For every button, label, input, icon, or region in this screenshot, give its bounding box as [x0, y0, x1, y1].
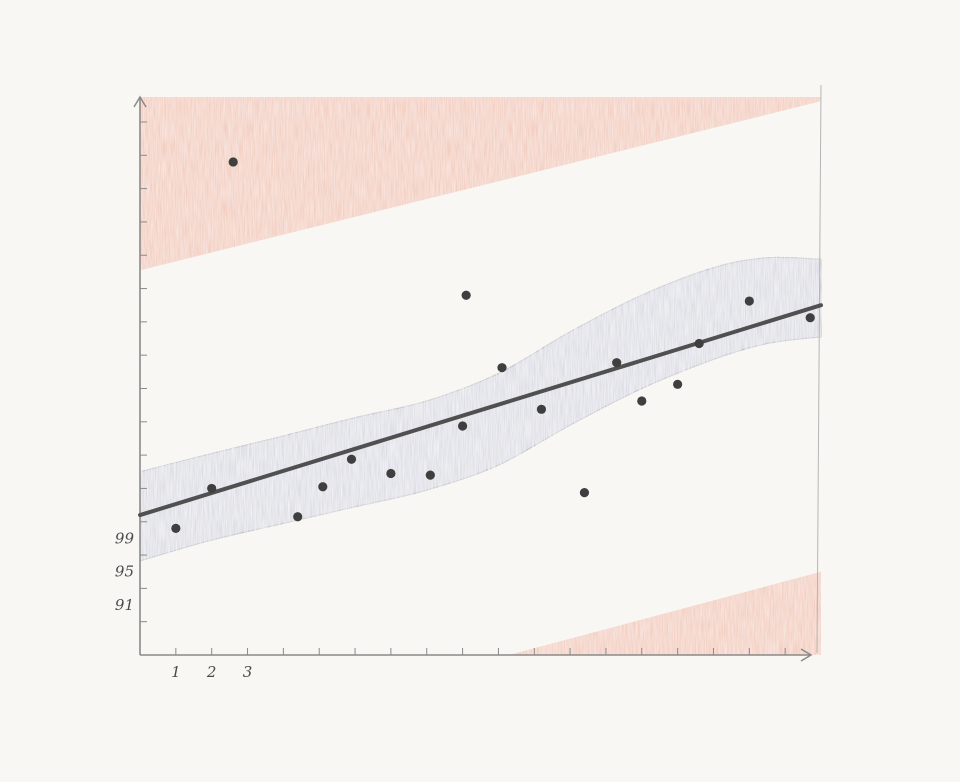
data-point: [536, 404, 547, 414]
regions: [140, 97, 821, 655]
data-point: [318, 482, 328, 492]
y-axis-arrow-icon: [133, 95, 147, 108]
regression-line-layer: [138, 303, 823, 518]
data-point: [612, 358, 622, 368]
data-point: [694, 338, 704, 349]
y-tick-label: 99: [115, 529, 135, 547]
data-point: [579, 487, 590, 498]
tick-labels-layer: 1 2 3 99 95 91: [115, 529, 252, 681]
upper-outlier-region: [140, 97, 821, 271]
data-point: [207, 483, 217, 494]
data-point: [171, 523, 181, 534]
data-point: [293, 512, 303, 522]
points-layer: [171, 157, 815, 534]
data-point: [425, 470, 435, 480]
data-point: [805, 313, 815, 323]
data-point: [228, 157, 238, 167]
regression-line: [138, 303, 823, 518]
right-frame-line: [816, 84, 822, 654]
data-point: [744, 296, 754, 306]
x-tick-label: 1: [171, 663, 181, 681]
x-tick-label: 2: [206, 663, 217, 681]
data-point: [461, 290, 471, 300]
lower-outlier-region: [509, 571, 821, 655]
data-point: [497, 363, 507, 373]
x-tick-label: 3: [243, 663, 253, 681]
x-axis-arrow-icon: [800, 648, 813, 662]
data-point: [673, 379, 683, 389]
data-point: [346, 454, 357, 464]
y-tick-label: 91: [115, 596, 134, 614]
data-point: [386, 468, 396, 479]
data-point: [637, 396, 647, 406]
axes: [133, 84, 822, 662]
data-point: [457, 421, 468, 431]
y-tick-label: 95: [115, 563, 134, 581]
